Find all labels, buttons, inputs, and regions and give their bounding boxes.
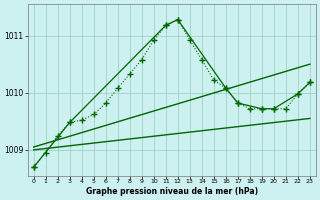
X-axis label: Graphe pression niveau de la mer (hPa): Graphe pression niveau de la mer (hPa) xyxy=(86,187,258,196)
